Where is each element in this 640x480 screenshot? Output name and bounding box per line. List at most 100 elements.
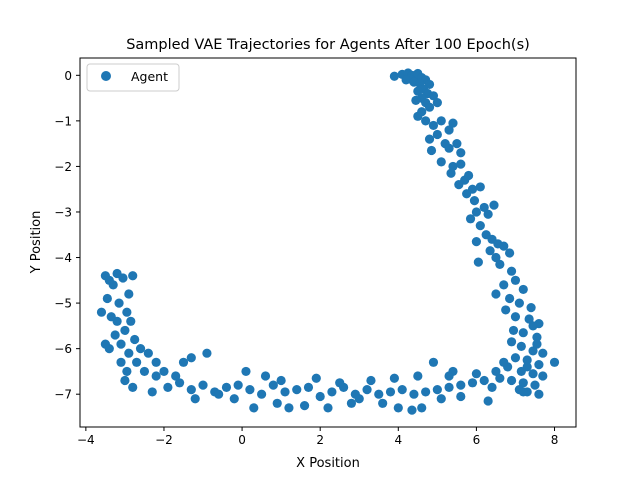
- data-point: [272, 398, 282, 408]
- data-point: [424, 102, 435, 112]
- x-tick-label: 2: [316, 433, 324, 447]
- data-point: [444, 143, 454, 153]
- data-point: [524, 314, 534, 324]
- data-point: [268, 380, 278, 390]
- data-point: [214, 389, 224, 399]
- data-point: [311, 373, 321, 383]
- data-point: [159, 366, 169, 377]
- legend-box: [86, 63, 180, 92]
- data-point: [407, 405, 417, 415]
- data-point: [499, 241, 509, 251]
- data-point: [280, 387, 290, 397]
- data-point: [366, 375, 376, 386]
- y-tick-label: 0: [64, 69, 72, 83]
- y-tick-label: −1: [54, 114, 72, 128]
- data-point: [456, 148, 466, 158]
- legend-marker: [101, 71, 111, 81]
- data-point: [489, 200, 499, 210]
- data-point: [499, 280, 509, 290]
- data-point: [436, 394, 446, 404]
- data-point: [122, 307, 132, 317]
- data-point: [518, 284, 528, 295]
- data-point: [495, 259, 505, 269]
- data-point: [241, 366, 251, 377]
- data-point: [522, 362, 532, 372]
- data-point: [432, 129, 442, 140]
- data-point: [501, 305, 511, 315]
- data-point: [516, 341, 526, 351]
- y-tick-label: −4: [54, 251, 72, 265]
- data-point: [346, 398, 357, 408]
- data-point: [421, 387, 431, 397]
- data-point: [428, 120, 439, 131]
- y-axis-label: Y Position: [29, 211, 44, 275]
- data-point: [467, 378, 478, 388]
- data-point: [190, 394, 200, 404]
- data-point: [491, 289, 501, 299]
- data-point: [426, 145, 437, 156]
- data-point: [221, 382, 232, 392]
- data-point: [471, 207, 482, 217]
- x-tick-label: 4: [394, 433, 402, 447]
- data-point: [483, 396, 493, 406]
- data-point: [385, 387, 396, 397]
- data-point: [96, 307, 107, 317]
- data-point: [202, 348, 212, 358]
- x-tick-label: 6: [473, 433, 481, 447]
- data-point: [151, 371, 161, 381]
- data-point: [436, 157, 446, 167]
- data-point: [473, 257, 483, 267]
- data-point: [479, 375, 489, 386]
- data-point: [534, 389, 544, 399]
- data-point: [389, 71, 399, 81]
- data-point: [456, 380, 466, 390]
- data-point: [124, 289, 134, 299]
- data-point: [428, 91, 439, 101]
- data-point: [327, 387, 337, 397]
- data-point: [292, 385, 302, 395]
- data-point: [120, 325, 130, 336]
- data-point: [126, 316, 136, 326]
- data-point: [510, 312, 521, 322]
- x-axis-label: X Position: [296, 456, 360, 471]
- data-point: [432, 385, 442, 395]
- data-point: [260, 371, 271, 381]
- data-point: [471, 369, 482, 379]
- data-point: [528, 369, 538, 379]
- y-tick-label: −7: [54, 388, 72, 402]
- data-point: [446, 168, 456, 178]
- x-axis-ticks: −4 −2 0 2 4 6 8: [77, 427, 558, 447]
- data-point: [505, 293, 515, 304]
- data-point: [475, 221, 485, 231]
- data-point: [475, 182, 485, 192]
- data-point: [378, 398, 388, 408]
- data-point: [417, 403, 427, 413]
- data-point: [186, 353, 196, 363]
- data-point: [409, 389, 419, 399]
- data-point: [100, 339, 110, 349]
- data-point: [518, 328, 528, 338]
- data-point: [186, 385, 196, 395]
- data-point: [456, 159, 466, 169]
- data-point: [299, 400, 310, 411]
- data-point: [506, 375, 517, 386]
- data-point: [303, 382, 314, 392]
- data-point: [362, 385, 372, 395]
- data-point: [444, 125, 454, 135]
- data-point: [448, 118, 458, 128]
- data-point: [528, 321, 538, 331]
- y-tick-label: −3: [54, 205, 72, 219]
- data-point: [116, 357, 126, 367]
- data-point: [491, 252, 501, 263]
- data-point: [510, 275, 521, 285]
- legend: Agent: [86, 63, 180, 92]
- data-point: [114, 298, 124, 308]
- plot-frame: [79, 57, 577, 428]
- data-point: [135, 344, 146, 354]
- data-point: [276, 375, 286, 386]
- data-point: [116, 339, 126, 349]
- data-point: [432, 98, 442, 108]
- data-point: [532, 339, 542, 349]
- data-point: [469, 195, 480, 206]
